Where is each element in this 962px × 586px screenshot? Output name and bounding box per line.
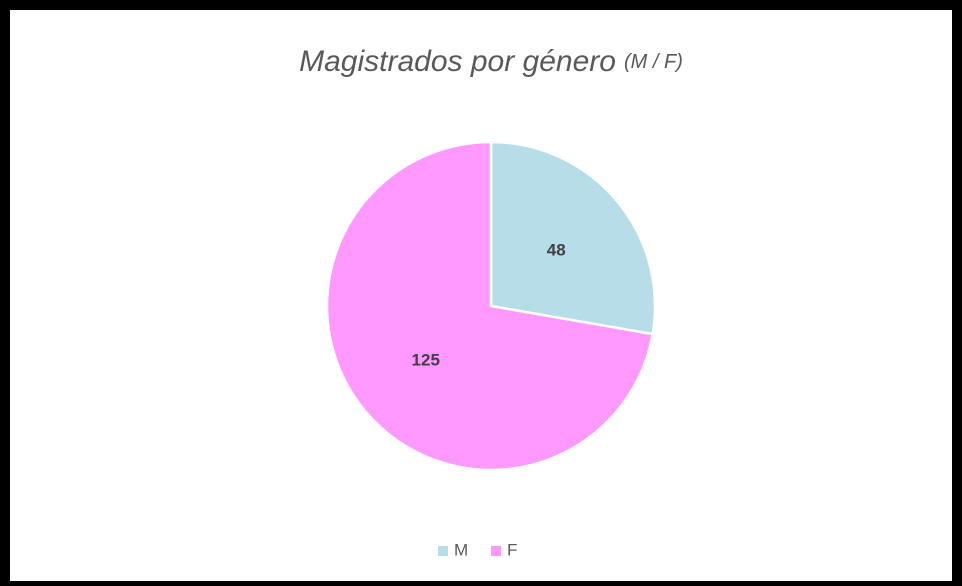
pie-slice xyxy=(489,140,657,336)
data-label: 125 xyxy=(412,350,440,369)
chart-title-group: Magistrados por género (M / F) xyxy=(299,45,683,78)
legend-swatch xyxy=(491,546,501,556)
data-label: 48 xyxy=(547,241,566,260)
legend-label: M xyxy=(454,540,468,559)
chart-title-suffix: (M / F) xyxy=(624,51,683,73)
chart-title: Magistrados por género xyxy=(299,45,616,78)
legend-swatch xyxy=(438,546,448,556)
pie-slice xyxy=(325,140,655,472)
legend-label: F xyxy=(507,540,517,559)
